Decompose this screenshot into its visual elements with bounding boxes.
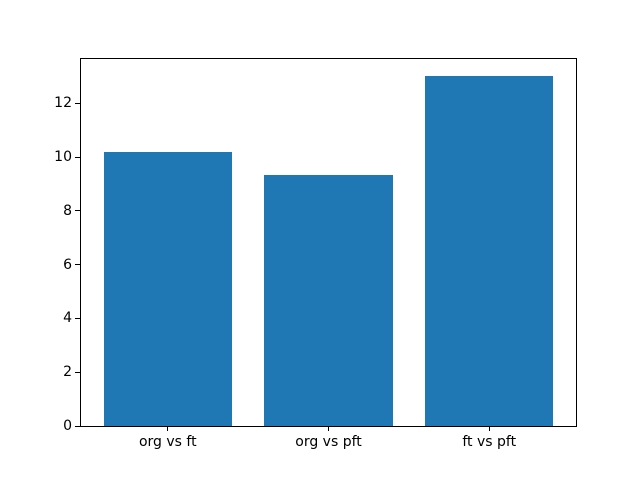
plot-area: org vs ft org vs pft ft vs pft 0 2 4 6 8 10 12 bbox=[54, 58, 577, 450]
y-tick bbox=[75, 156, 80, 158]
y-tick-label: 4 bbox=[63, 310, 72, 327]
y-tick-label: 2 bbox=[63, 364, 72, 381]
x-tick bbox=[167, 426, 169, 431]
y-tick-label: 10 bbox=[54, 149, 72, 166]
y-tick bbox=[75, 425, 80, 427]
y-tick bbox=[75, 317, 80, 319]
y-tick-label: 0 bbox=[63, 418, 72, 434]
y-tick bbox=[75, 371, 80, 373]
y-tick bbox=[75, 102, 80, 104]
y-tick-label: 12 bbox=[54, 95, 72, 112]
x-tick-label: org vs ft bbox=[138, 434, 197, 450]
y-tick-label: 6 bbox=[63, 256, 72, 273]
bar-org-vs-pft bbox=[264, 174, 393, 426]
x-tick bbox=[328, 426, 329, 431]
y-tick-label: 8 bbox=[63, 202, 72, 219]
bar-ft-vs-pft bbox=[424, 76, 554, 426]
x-tick-label: org vs pft bbox=[295, 434, 362, 450]
y-tick bbox=[75, 210, 80, 212]
bar-org-vs-ft bbox=[103, 151, 233, 426]
x-tick bbox=[488, 426, 490, 431]
x-tick-label: ft vs pft bbox=[462, 434, 517, 450]
y-tick bbox=[75, 264, 80, 266]
